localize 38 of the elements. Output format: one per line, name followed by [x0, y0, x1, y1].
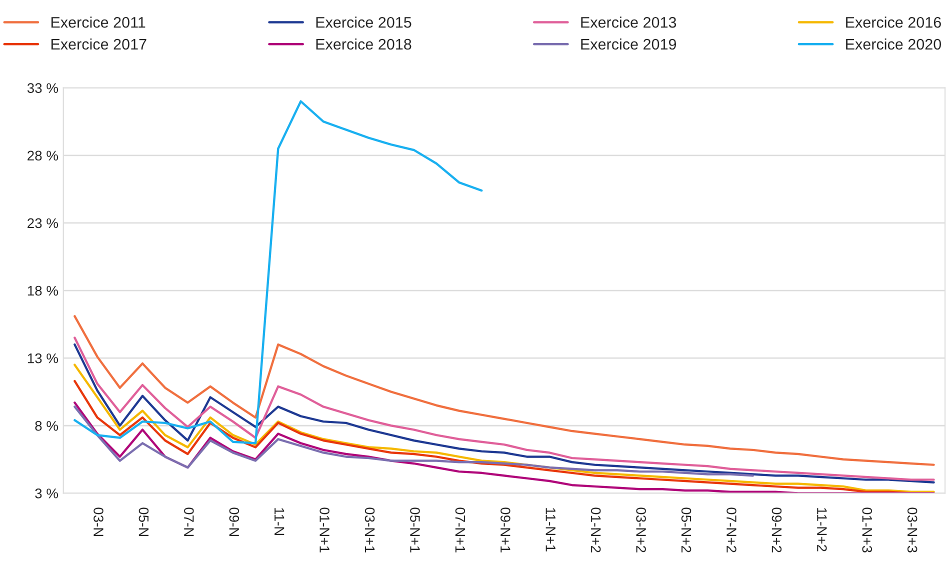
x-tick-label: 11-N	[274, 508, 284, 536]
x-tick-label: 01-N+2	[590, 508, 601, 552]
x-tick-label: 07-N+2	[726, 508, 736, 552]
legend-label: Exercice 2016	[846, 16, 941, 28]
line-series	[74, 406, 754, 477]
x-tick-label: 11-N+2	[817, 508, 827, 552]
legend-label: Exercice 2020	[846, 38, 942, 50]
legend-label: Exercice 2011	[51, 16, 146, 28]
x-tick-label: 09-N+1	[500, 508, 510, 552]
x-tick-label: 01-N+1	[320, 508, 330, 552]
legend-label: Exercice 2018	[316, 38, 412, 50]
x-tick-label: 07-N+1	[455, 508, 466, 552]
line-series	[74, 402, 935, 494]
line-series	[74, 315, 935, 466]
legend-label: Exercice 2015	[316, 16, 412, 28]
y-tick-label: 8 %	[35, 420, 58, 431]
legend-label: Exercice 2017	[51, 38, 146, 50]
y-tick-label: 23 %	[28, 218, 58, 228]
x-tick-label: 11-N+1	[546, 508, 556, 552]
x-tick-label: 03-N+3	[907, 508, 918, 552]
x-tick-label: 03-N+1	[364, 508, 375, 552]
x-tick-label: 05-N	[138, 508, 149, 536]
x-tick-label: 03-N	[94, 508, 104, 536]
x-tick-label: 03-N+2	[636, 508, 646, 552]
y-tick-label: 13 %	[28, 353, 58, 364]
y-tick-label: 33 %	[27, 83, 58, 93]
x-tick-label: 01-N+3	[862, 508, 872, 552]
legend-label: Exercice 2013	[581, 16, 676, 28]
x-tick-label: 09-N+2	[772, 508, 782, 552]
x-tick-label: 07-N	[184, 508, 194, 536]
x-tick-label: 05-N+1	[410, 508, 420, 552]
y-tick-label: 18 %	[28, 286, 58, 296]
legend-label: Exercice 2019	[581, 38, 676, 50]
x-tick-label: 05-N+2	[681, 508, 692, 552]
x-tick-label: 09-N	[229, 508, 240, 536]
y-tick-label: 28 %	[28, 150, 58, 161]
line-series	[74, 100, 483, 444]
y-tick-label: 3 %	[35, 488, 58, 498]
